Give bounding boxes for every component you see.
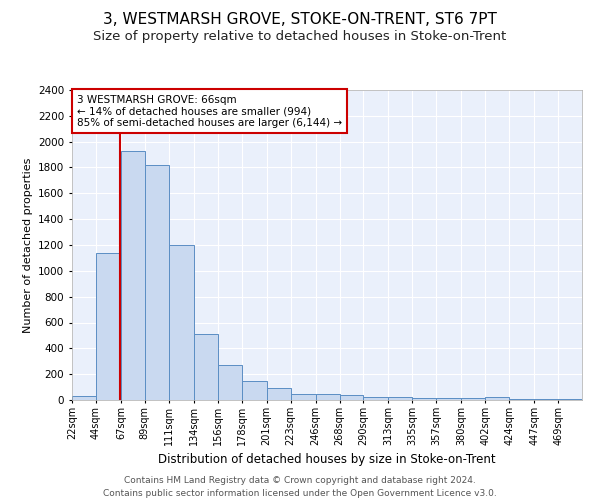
Bar	[194, 334, 218, 400]
Bar	[72, 396, 96, 400]
Bar	[145, 165, 169, 400]
Text: Contains HM Land Registry data © Crown copyright and database right 2024.: Contains HM Land Registry data © Crown c…	[124, 476, 476, 485]
Bar	[266, 388, 290, 400]
Bar	[509, 398, 534, 400]
Bar	[388, 398, 412, 400]
Bar	[218, 365, 242, 400]
Bar	[242, 380, 266, 400]
Bar	[534, 399, 558, 400]
X-axis label: Distribution of detached houses by size in Stoke-on-Trent: Distribution of detached houses by size …	[158, 454, 496, 466]
Bar	[316, 394, 340, 400]
Bar	[290, 394, 316, 400]
Bar	[121, 150, 145, 400]
Text: Contains public sector information licensed under the Open Government Licence v3: Contains public sector information licen…	[103, 489, 497, 498]
Text: 3 WESTMARSH GROVE: 66sqm
← 14% of detached houses are smaller (994)
85% of semi-: 3 WESTMARSH GROVE: 66sqm ← 14% of detach…	[77, 94, 342, 128]
Bar	[436, 398, 461, 400]
Y-axis label: Number of detached properties: Number of detached properties	[23, 158, 32, 332]
Bar	[412, 398, 436, 400]
Bar	[169, 245, 194, 400]
Text: 3, WESTMARSH GROVE, STOKE-ON-TRENT, ST6 7PT: 3, WESTMARSH GROVE, STOKE-ON-TRENT, ST6 …	[103, 12, 497, 28]
Text: Size of property relative to detached houses in Stoke-on-Trent: Size of property relative to detached ho…	[94, 30, 506, 43]
Bar	[340, 395, 364, 400]
Bar	[96, 252, 121, 400]
Bar	[485, 398, 509, 400]
Bar	[461, 398, 485, 400]
Bar	[364, 398, 388, 400]
